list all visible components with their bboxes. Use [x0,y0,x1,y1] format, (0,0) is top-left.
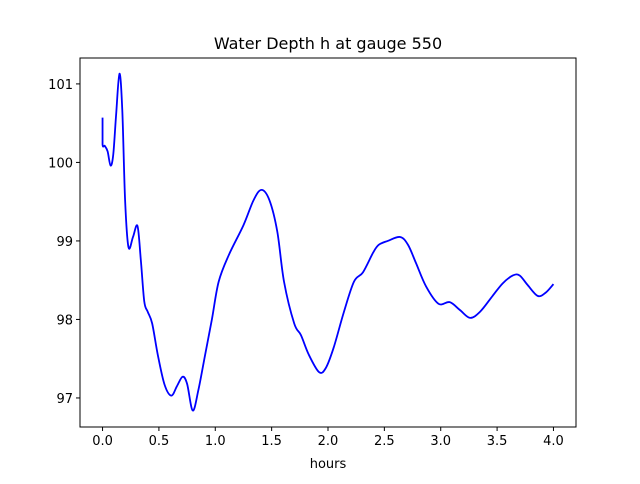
y-tick-label: 97 [56,392,73,407]
series-line-h [101,72,555,412]
x-tick-label: 0.0 [92,434,113,449]
plot-frame [79,57,577,428]
x-tick-label: 1.0 [205,434,226,449]
y-tick-label: 101 [48,78,73,93]
x-tick-label: 2.0 [318,434,339,449]
x-tick-label: 2.5 [374,434,395,449]
x-tick-label: 3.5 [487,434,508,449]
plot-area [79,57,577,428]
y-axis: 97 98 99 100 101 [48,78,80,407]
chart-title: Water Depth h at gauge 550 [214,34,442,53]
x-tick-label: 4.0 [543,434,564,449]
y-tick-label: 100 [48,156,73,171]
x-tick-label: 1.5 [261,434,282,449]
x-tick-label: 0.5 [149,434,170,449]
x-axis: 0.0 0.5 1.0 1.5 2.0 2.5 3.0 3.5 4.0 [92,427,564,449]
y-tick-label: 98 [56,313,73,328]
x-tick-label: 3.0 [430,434,451,449]
y-tick-label: 99 [56,235,73,250]
x-axis-label: hours [310,457,347,472]
